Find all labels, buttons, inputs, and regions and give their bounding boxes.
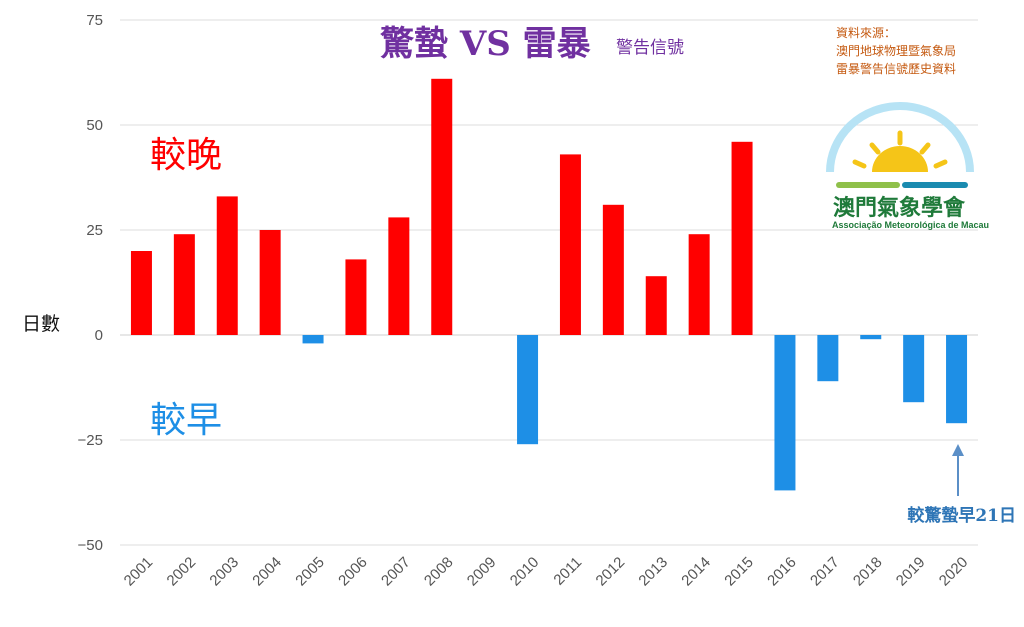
x-tick-label: 2013	[635, 554, 671, 590]
x-tick-label: 2016	[764, 554, 800, 590]
x-tick-label: 2005	[292, 554, 328, 590]
bar-2002	[173, 234, 195, 335]
bars	[130, 78, 968, 491]
bar-2007	[388, 217, 410, 335]
bar-2016	[774, 335, 796, 491]
x-tick-label: 2015	[721, 554, 757, 590]
y-tick-label: −50	[78, 537, 103, 554]
x-tick-label: 2004	[249, 554, 285, 590]
source-line-1: 資料來源：	[836, 26, 896, 40]
y-tick-label: 75	[86, 12, 103, 29]
x-tick-labels: 2001 2002 2003 2004 2005 2006 2007 2008 2009 2010…	[121, 554, 972, 590]
x-tick-label: 2001	[121, 554, 157, 590]
x-tick-label: 2019	[893, 554, 929, 590]
bar-2018	[860, 335, 882, 340]
sun-rays-icon	[852, 130, 948, 169]
bar-2001	[130, 251, 152, 335]
y-tick-label: 50	[86, 117, 103, 134]
note-arrow	[952, 444, 964, 496]
grid-lines	[120, 19, 978, 546]
land-bar-icon	[836, 182, 900, 188]
bar-2006	[345, 259, 367, 335]
bar-2005	[302, 335, 324, 344]
source-line-2: 澳門地球物理暨氣象局	[836, 44, 956, 58]
logo: 澳門氣象學會 Associação Meteorológica de Macau	[826, 102, 989, 230]
bar-2004	[259, 230, 281, 335]
x-tick-label: 2014	[678, 554, 714, 590]
sun-icon	[872, 146, 928, 172]
later-label: 較晚	[150, 135, 222, 176]
bar-2008	[431, 78, 453, 336]
x-tick-label: 2008	[421, 554, 457, 590]
logo-name: 澳門氣象學會	[833, 195, 966, 221]
bar-2013	[645, 276, 667, 335]
x-tick-label: 2012	[593, 554, 629, 590]
logo-subtitle: Associação Meteorológica de Macau	[832, 220, 989, 230]
bar-2012	[602, 204, 624, 335]
bar-2017	[817, 335, 839, 382]
sea-bar-icon	[902, 182, 968, 188]
earlier-label: 較早	[150, 400, 222, 441]
x-tick-label: 2020	[936, 554, 972, 590]
y-tick-label: −25	[78, 432, 103, 449]
bar-2010	[517, 335, 539, 445]
x-tick-label: 2006	[335, 554, 371, 590]
x-tick-label: 2003	[206, 554, 242, 590]
chart-subtitle: 警告信號	[616, 38, 684, 58]
chart-title: 驚蟄 VS 雷暴	[380, 24, 591, 64]
note-2020: 較驚蟄早21日	[907, 505, 1016, 526]
x-tick-label: 2010	[507, 554, 543, 590]
bar-2003	[216, 196, 238, 335]
arrow-up-icon	[952, 444, 964, 456]
bar-2019	[903, 335, 925, 403]
x-tick-label: 2009	[464, 554, 500, 590]
logo-arc-icon	[826, 102, 974, 173]
x-tick-label: 2011	[550, 554, 585, 589]
x-tick-label: 2007	[378, 554, 414, 590]
y-tick-labels: 75 50 25 0 −25 −50	[78, 12, 103, 554]
x-tick-label: 2002	[164, 554, 200, 590]
bar-2020	[946, 335, 968, 424]
source-line-3: 雷暴警告信號歷史資料	[836, 61, 956, 76]
x-tick-label: 2017	[807, 554, 843, 590]
y-tick-label: 0	[95, 327, 103, 344]
y-tick-label: 25	[86, 222, 103, 239]
x-tick-label: 2018	[850, 554, 886, 590]
y-axis-label: 日數	[22, 313, 60, 335]
bar-2011	[559, 154, 581, 335]
bar-2014	[688, 234, 710, 335]
bar-2015	[731, 141, 753, 335]
